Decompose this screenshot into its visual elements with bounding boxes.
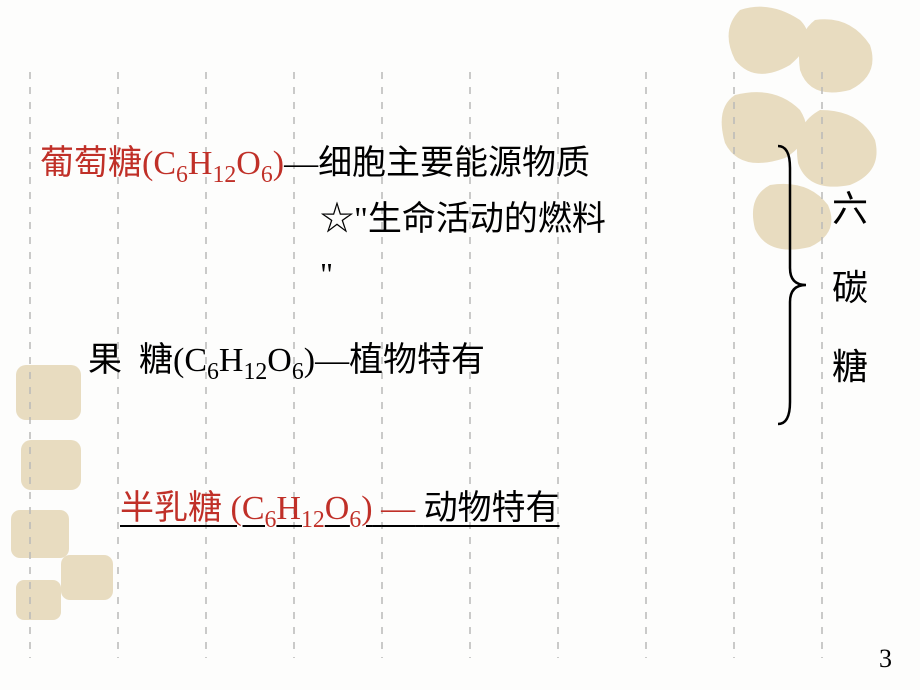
glucose-dash: — bbox=[284, 140, 318, 188]
bracket-char-1: 碳 bbox=[830, 249, 870, 328]
glucose-desc: 细胞主要能源物质 bbox=[318, 140, 590, 188]
fructose-formula: (C6H12O6) bbox=[173, 337, 315, 389]
glucose-name: 葡萄糖 bbox=[40, 140, 142, 188]
page-number: 3 bbox=[879, 644, 892, 674]
glucose-star-line: ☆"生命活动的燃料 bbox=[40, 196, 760, 244]
slide: 葡萄糖 (C6H12O6) — 细胞主要能源物质 ☆"生命活动的燃料 " 果 糖… bbox=[0, 0, 920, 690]
bracket-char-0: 六 bbox=[830, 170, 870, 249]
glucose-star-close-quote: " bbox=[320, 252, 333, 297]
glucose-star-close: " bbox=[40, 252, 760, 297]
fructose-desc: 植物特有 bbox=[349, 337, 485, 385]
bracket-char-2: 糖 bbox=[830, 328, 870, 407]
bracket-group: 六 碳 糖 bbox=[770, 140, 910, 430]
fructose-dash: — bbox=[315, 337, 349, 385]
curly-bracket-icon bbox=[770, 140, 808, 430]
glucose-formula: (C6H12O6) bbox=[142, 140, 284, 192]
galactose-line: 半乳糖 (C6H12O6) — 动物特有 bbox=[40, 485, 760, 537]
galactose-formula: (C6H12O6) bbox=[231, 490, 373, 527]
glucose-line: 葡萄糖 (C6H12O6) — 细胞主要能源物质 bbox=[40, 140, 760, 192]
glucose-star-text: ☆"生命活动的燃料 bbox=[320, 196, 606, 244]
fructose-name-r: 糖 bbox=[139, 337, 173, 385]
content-block: 葡萄糖 (C6H12O6) — 细胞主要能源物质 ☆"生命活动的燃料 " 果 糖… bbox=[40, 140, 760, 537]
galactose-name: 半乳糖 bbox=[120, 490, 231, 527]
galactose-desc: 动物特有 bbox=[424, 490, 560, 527]
galactose-dash: — bbox=[381, 490, 415, 527]
fructose-name-l: 果 bbox=[88, 337, 122, 385]
fructose-line: 果 糖 (C6H12O6) — 植物特有 bbox=[40, 337, 760, 389]
bracket-label: 六 碳 糖 bbox=[830, 170, 870, 408]
